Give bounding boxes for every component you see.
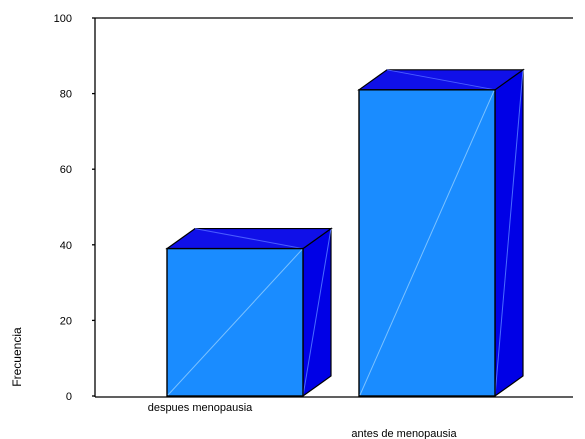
category-label: despues menopausia xyxy=(148,402,253,414)
bar-side-shine xyxy=(494,69,524,397)
bar-1 xyxy=(357,68,525,398)
bar-top-shine xyxy=(386,69,496,91)
bar-side-shine xyxy=(302,228,332,397)
y-tick-label: 100 xyxy=(54,13,72,25)
y-tick-label: 20 xyxy=(60,315,72,327)
category-label: antes de menopausia xyxy=(351,428,457,439)
category-labels: despues menopausia antes de menopausia xyxy=(148,402,458,439)
bar-0 xyxy=(165,227,333,398)
bar-top-shine xyxy=(194,228,304,250)
bars xyxy=(165,68,525,398)
y-tick-label: 40 xyxy=(60,240,72,252)
bar-front-shine xyxy=(359,90,495,396)
y-tick-label: 80 xyxy=(60,89,72,101)
y-tick-label: 0 xyxy=(66,391,72,403)
bar-front-shine xyxy=(167,249,303,396)
y-tick-label: 60 xyxy=(60,164,72,176)
y-ticks: 0 20 40 60 80 100 xyxy=(54,13,95,403)
y-axis-title: Frecuencia xyxy=(10,327,24,387)
chart-axes xyxy=(94,17,573,398)
